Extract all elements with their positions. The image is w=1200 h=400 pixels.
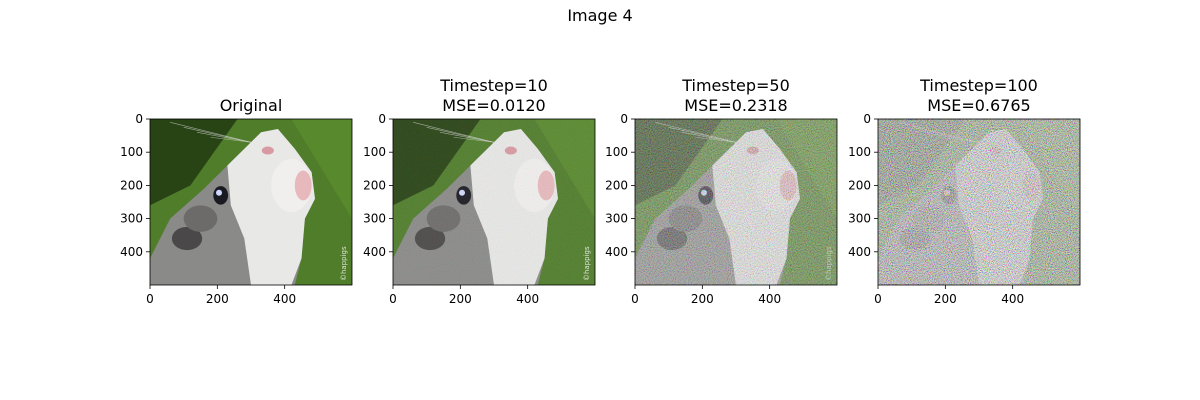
- panel-title: Timestep=10: [439, 76, 548, 95]
- x-tick-label: 0: [146, 292, 154, 306]
- y-tick-label: 400: [120, 245, 143, 259]
- panel-title: Timestep=100: [919, 76, 1038, 95]
- y-tick-label: 100: [363, 145, 386, 159]
- panel-title: MSE=0.0120: [442, 96, 545, 115]
- y-tick-label: 100: [605, 145, 628, 159]
- noise-overlay: [878, 119, 1080, 285]
- x-tick-label: 0: [631, 292, 639, 306]
- noise-overlay: [635, 119, 837, 285]
- y-tick-label: 200: [120, 178, 143, 192]
- x-tick-label: 0: [389, 292, 397, 306]
- y-tick-label: 0: [135, 112, 143, 126]
- panel-title: Original: [220, 96, 283, 115]
- axes-frame: [877, 118, 1081, 286]
- x-tick-label: 400: [758, 292, 781, 306]
- y-tick-label: 200: [363, 178, 386, 192]
- y-tick-label: 300: [848, 212, 871, 226]
- axes-frame: [634, 118, 838, 286]
- y-tick-label: 300: [605, 212, 628, 226]
- y-tick-label: 400: [363, 245, 386, 259]
- image-panel: Original ©happigs 0 100 200 300 400 0 200 400: [120, 96, 353, 306]
- axes-frame: [149, 118, 353, 286]
- y-tick-label: 200: [848, 178, 871, 192]
- x-tick-label: 200: [449, 292, 472, 306]
- figure-title: Image 4: [567, 6, 633, 25]
- x-tick-label: 0: [874, 292, 882, 306]
- y-tick-label: 100: [120, 145, 143, 159]
- x-tick-label: 200: [206, 292, 229, 306]
- y-tick-label: 0: [863, 112, 871, 126]
- noise-overlay: [393, 119, 595, 285]
- x-tick-label: 400: [1001, 292, 1024, 306]
- x-tick-label: 400: [516, 292, 539, 306]
- watermark-text: ©happigs: [340, 246, 348, 281]
- y-tick-label: 300: [363, 212, 386, 226]
- watermark-text: ©happigs: [583, 246, 591, 281]
- x-tick-label: 400: [273, 292, 296, 306]
- guinea-pig-photo: [150, 119, 352, 285]
- y-tick-label: 0: [378, 112, 386, 126]
- y-tick-label: 400: [605, 245, 628, 259]
- y-tick-label: 200: [605, 178, 628, 192]
- y-tick-label: 0: [620, 112, 628, 126]
- watermark-text: ©happigs: [825, 246, 833, 281]
- axes-frame: [392, 118, 596, 286]
- panel-title: Timestep=50: [681, 76, 790, 95]
- x-tick-label: 200: [934, 292, 957, 306]
- panel-title: MSE=0.2318: [684, 96, 787, 115]
- x-tick-label: 200: [691, 292, 714, 306]
- y-tick-label: 300: [120, 212, 143, 226]
- y-tick-label: 400: [848, 245, 871, 259]
- y-tick-label: 100: [848, 145, 871, 159]
- panel-title: MSE=0.6765: [927, 96, 1030, 115]
